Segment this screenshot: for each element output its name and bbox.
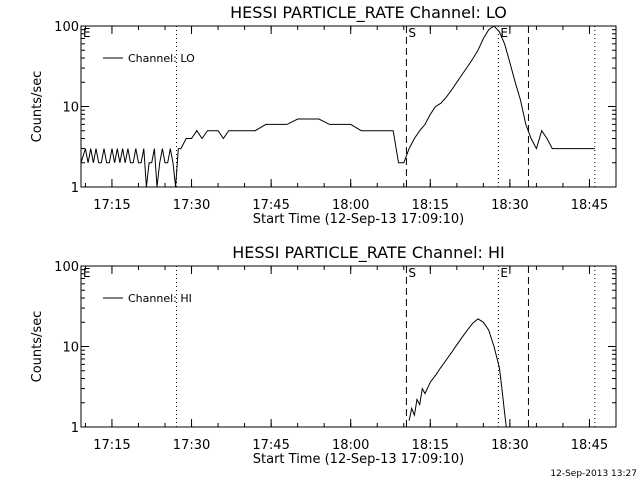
- marker-label: S: [408, 266, 416, 280]
- marker-label: E: [83, 26, 91, 40]
- x-tick-label: 18:00: [332, 198, 369, 213]
- chart-panel-lo: HESSI PARTICLE_RATE Channel: LO 1 10 100 Cou…: [30, 3, 617, 227]
- y-tick-label: 10: [62, 101, 79, 116]
- x-tick-label: 17:45: [252, 438, 289, 453]
- x-tick-label: 18:15: [412, 438, 449, 453]
- x-tick-label: 18:30: [491, 198, 528, 213]
- y-tick-label: 1: [71, 421, 79, 436]
- x-tick-label: 18:45: [571, 198, 608, 213]
- x-tick-label: 17:15: [93, 198, 130, 213]
- y-tick-label: 1: [71, 181, 79, 196]
- chart-title: HESSI PARTICLE_RATE Channel: LO: [230, 3, 507, 23]
- legend-entry: Channel: HI: [128, 292, 192, 305]
- footer-timestamp: 12-Sep-2013 13:27: [550, 469, 637, 479]
- y-axis-label: Counts/sec: [30, 71, 45, 143]
- chart-panel-hi: HESSI PARTICLE_RATE Channel: HI 1 10 100 Cou…: [30, 243, 617, 467]
- y-tick-label: 10: [62, 341, 79, 356]
- marker-label: E: [83, 266, 91, 280]
- x-tick-label: 18:00: [332, 438, 369, 453]
- x-tick-label: 17:30: [173, 438, 210, 453]
- y-tick-label: 100: [54, 20, 79, 35]
- x-tick-label: 17:30: [173, 198, 210, 213]
- y-tick-label: 100: [54, 260, 79, 275]
- marker-label: E: [500, 26, 508, 40]
- plot-frame: [80, 25, 617, 188]
- plot-frame: [80, 265, 617, 428]
- y-axis-label: Counts/sec: [30, 311, 45, 383]
- x-tick-label: 17:15: [93, 438, 130, 453]
- x-tick-label: 17:45: [252, 198, 289, 213]
- x-axis-label: Start Time (12-Sep-13 17:09:10): [253, 212, 464, 227]
- series-line: [408, 318, 507, 428]
- chart-title: HESSI PARTICLE_RATE Channel: HI: [232, 243, 505, 263]
- marker-label: E: [500, 266, 508, 280]
- x-axis-label: Start Time (12-Sep-13 17:09:10): [253, 452, 464, 467]
- marker-label: S: [408, 26, 416, 40]
- x-tick-label: 18:45: [571, 438, 608, 453]
- series-line: [80, 25, 595, 188]
- legend-entry: Channel: LO: [128, 52, 195, 65]
- x-tick-label: 18:30: [491, 438, 528, 453]
- x-tick-label: 18:15: [412, 198, 449, 213]
